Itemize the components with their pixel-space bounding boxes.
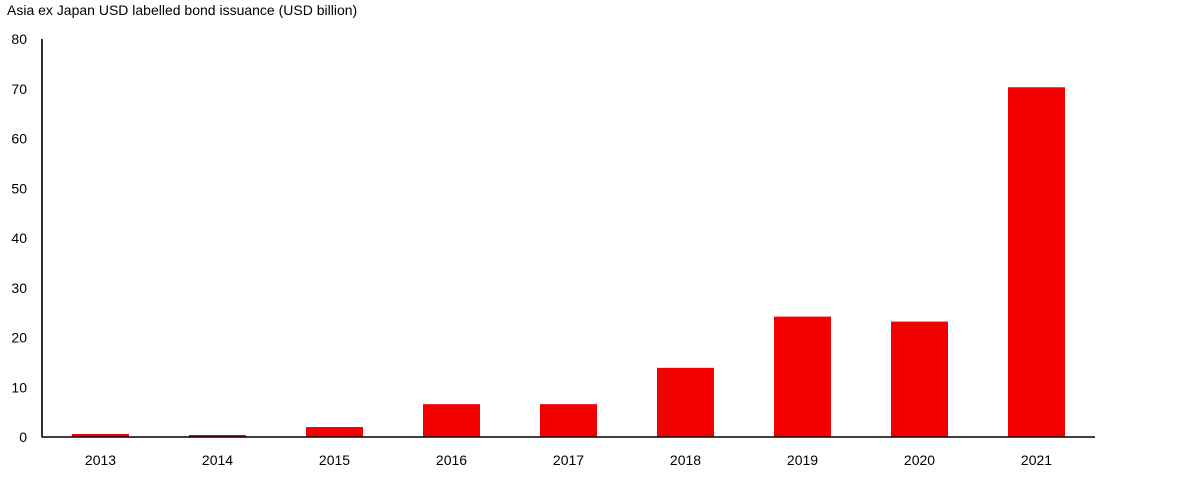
axes-layer — [41, 39, 1095, 438]
x-tick-label-2015: 2015 — [319, 452, 350, 468]
x-tick-label-2013: 2013 — [85, 452, 116, 468]
y-tick-label-70: 70 — [11, 81, 27, 97]
y-tick-labels: 0 10 20 30 40 50 60 70 80 — [11, 31, 27, 445]
bar-2019 — [774, 316, 831, 437]
bars-layer — [72, 87, 1065, 437]
y-tick-label-80: 80 — [11, 31, 27, 47]
x-tick-label-2017: 2017 — [553, 452, 584, 468]
x-tick-label-2014: 2014 — [202, 452, 233, 468]
y-tick-label-20: 20 — [11, 330, 27, 346]
x-tick-label-2020: 2020 — [904, 452, 935, 468]
bar-2016 — [423, 404, 480, 437]
y-tick-label-50: 50 — [11, 180, 27, 196]
y-tick-label-60: 60 — [11, 131, 27, 147]
x-tick-label-2016: 2016 — [436, 452, 467, 468]
x-tick-label-2018: 2018 — [670, 452, 701, 468]
y-tick-label-30: 30 — [11, 280, 27, 296]
y-tick-label-10: 10 — [11, 379, 27, 395]
y-tick-label-40: 40 — [11, 230, 27, 246]
x-tick-label-2019: 2019 — [787, 452, 818, 468]
bar-2021 — [1008, 87, 1065, 437]
chart-title: Asia ex Japan USD labelled bond issuance… — [7, 2, 358, 18]
y-tick-label-0: 0 — [19, 429, 27, 445]
x-tick-labels: 2013 2014 2015 2016 2017 2018 2019 2020 2021 — [85, 452, 1052, 468]
bar-2017 — [540, 404, 597, 437]
x-tick-label-2021: 2021 — [1021, 452, 1052, 468]
bar-2015 — [306, 427, 363, 437]
bar-2013 — [72, 434, 129, 437]
bar-2014 — [189, 435, 246, 437]
bar-2020 — [891, 321, 948, 437]
bar-2018 — [657, 367, 714, 437]
